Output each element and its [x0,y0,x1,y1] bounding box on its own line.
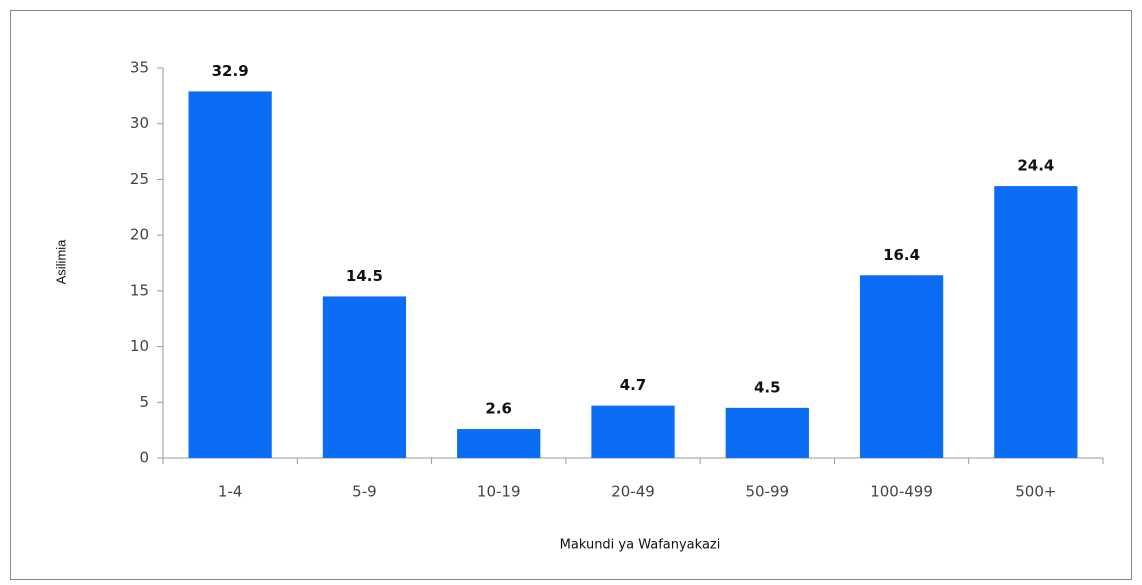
bar [322,296,407,458]
y-tick-label: 10 [130,337,149,355]
x-axis-title: Makundi ya Wafanyakazi [560,538,721,553]
x-tick-label: 500+ [1015,483,1056,501]
x-tick-label: 1-4 [218,483,243,501]
bar [859,275,944,458]
x-tick-label: 5-9 [352,483,377,501]
bar [457,429,541,458]
y-tick-label: 0 [139,449,149,467]
bar [188,91,272,459]
y-tick-label: 25 [130,170,149,188]
y-tick-label: 15 [130,281,149,299]
data-label: 4.5 [754,378,781,396]
data-label: 14.5 [346,267,383,285]
data-label: 24.4 [1017,157,1054,175]
bar [725,407,809,458]
bar [994,186,1078,458]
data-label: 2.6 [485,400,512,418]
x-tick-label: 50-99 [745,483,789,501]
x-tick-label: 10-19 [477,483,521,501]
y-tick-label: 35 [130,59,149,77]
bar [591,405,675,458]
x-tick-label: 100-499 [870,483,933,501]
y-tick-label: 20 [130,226,149,244]
data-label: 16.4 [883,246,920,264]
data-label: 32.9 [212,62,249,80]
y-tick-label: 5 [139,393,149,411]
y-axis-title: Asilimia [53,239,68,285]
chart-frame [10,10,1132,580]
data-label: 4.7 [620,376,647,394]
y-tick-label: 30 [130,114,149,132]
x-tick-label: 20-49 [611,483,655,501]
